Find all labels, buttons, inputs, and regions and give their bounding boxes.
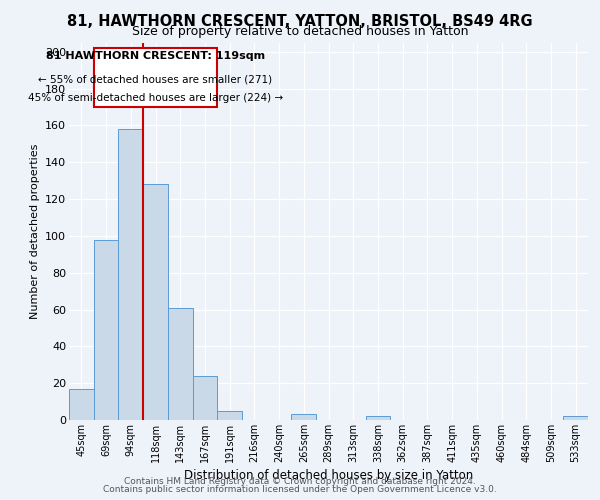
Text: Contains public sector information licensed under the Open Government Licence v3: Contains public sector information licen… xyxy=(103,485,497,494)
Bar xyxy=(94,48,217,107)
Text: 81, HAWTHORN CRESCENT, YATTON, BRISTOL, BS49 4RG: 81, HAWTHORN CRESCENT, YATTON, BRISTOL, … xyxy=(67,14,533,29)
X-axis label: Distribution of detached houses by size in Yatton: Distribution of detached houses by size … xyxy=(184,469,473,482)
Bar xyxy=(563,416,588,420)
Bar xyxy=(168,308,193,420)
Text: Size of property relative to detached houses in Yatton: Size of property relative to detached ho… xyxy=(132,25,468,38)
Bar xyxy=(193,376,217,420)
Text: 45% of semi-detached houses are larger (224) →: 45% of semi-detached houses are larger (… xyxy=(28,92,283,102)
Text: ← 55% of detached houses are smaller (271): ← 55% of detached houses are smaller (27… xyxy=(38,74,272,85)
Bar xyxy=(365,416,390,420)
Bar xyxy=(69,388,94,420)
Bar xyxy=(217,411,242,420)
Bar xyxy=(118,129,143,420)
Bar xyxy=(94,240,118,420)
Text: Contains HM Land Registry data © Crown copyright and database right 2024.: Contains HM Land Registry data © Crown c… xyxy=(124,477,476,486)
Text: 81 HAWTHORN CRESCENT: 119sqm: 81 HAWTHORN CRESCENT: 119sqm xyxy=(46,50,265,60)
Y-axis label: Number of detached properties: Number of detached properties xyxy=(29,144,40,319)
Bar xyxy=(143,184,168,420)
Bar xyxy=(292,414,316,420)
